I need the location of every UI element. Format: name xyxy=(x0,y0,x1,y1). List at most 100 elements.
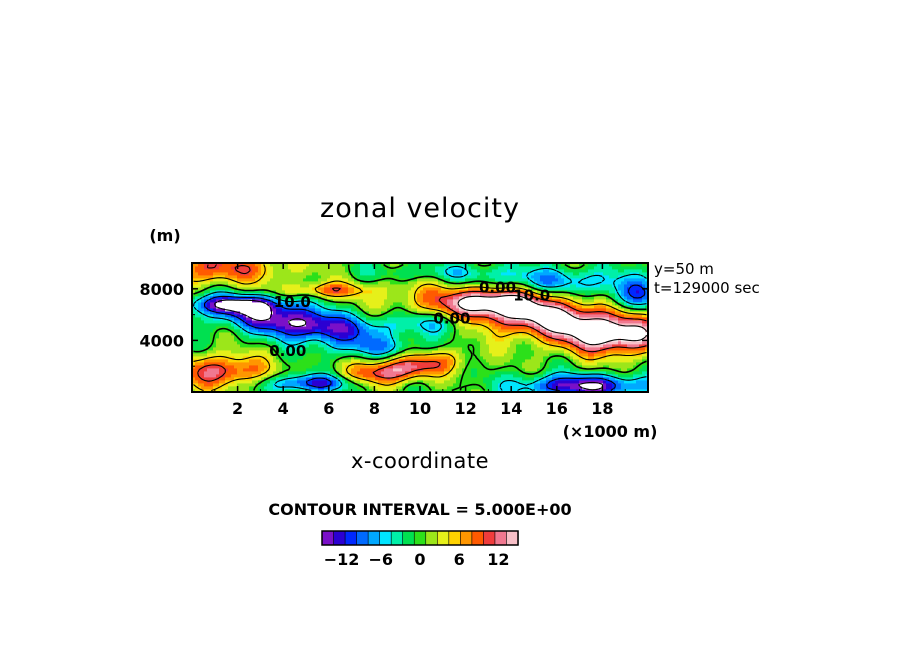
heatmap-cell xyxy=(621,377,625,381)
heatmap-cell xyxy=(540,320,544,324)
heatmap-cell xyxy=(273,305,277,309)
heatmap-cell xyxy=(492,374,496,378)
heatmap-cell xyxy=(492,383,496,387)
heatmap-cell xyxy=(366,353,370,357)
heatmap-cell xyxy=(582,368,586,372)
heatmap-cell xyxy=(285,323,289,327)
heatmap-cell xyxy=(309,296,313,300)
heatmap-cell xyxy=(243,371,247,375)
heatmap-cell xyxy=(528,308,532,312)
heatmap-cell xyxy=(627,356,631,360)
heatmap-cell xyxy=(279,338,283,342)
heatmap-cell xyxy=(273,293,277,297)
heatmap-cell xyxy=(273,386,277,390)
heatmap-cell xyxy=(627,341,631,345)
heatmap-cell xyxy=(432,347,436,351)
heatmap-cell xyxy=(594,332,598,336)
heatmap-cell xyxy=(279,320,283,324)
heatmap-cell xyxy=(504,320,508,324)
heatmap-cell xyxy=(291,323,295,327)
heatmap-cell xyxy=(591,308,595,312)
heatmap-cell xyxy=(600,326,604,330)
heatmap-cell xyxy=(312,326,316,330)
heatmap-cell xyxy=(273,329,277,333)
heatmap-cell xyxy=(543,305,547,309)
heatmap-cell xyxy=(531,296,535,300)
heatmap-cell xyxy=(378,320,382,324)
heatmap-cell xyxy=(237,335,241,339)
heatmap-cell xyxy=(273,341,277,345)
heatmap-cell xyxy=(645,302,649,306)
heatmap-cell xyxy=(351,317,355,321)
heatmap-cell xyxy=(228,311,232,315)
heatmap-cell xyxy=(219,341,223,345)
heatmap-cell xyxy=(366,320,370,324)
heatmap-cell xyxy=(630,314,634,318)
heatmap-cell xyxy=(588,326,592,330)
heatmap-cell xyxy=(549,359,553,363)
heatmap-cell xyxy=(573,299,577,303)
heatmap-cell xyxy=(444,371,448,375)
heatmap-cell xyxy=(582,380,586,384)
heatmap-cell xyxy=(609,317,613,321)
heatmap-cell xyxy=(213,293,217,297)
heatmap-cell xyxy=(513,371,517,375)
heatmap-cell xyxy=(645,374,649,378)
heatmap-cell xyxy=(273,371,277,375)
heatmap-cell xyxy=(330,362,334,366)
heatmap-cell xyxy=(372,365,376,369)
heatmap-cell xyxy=(297,368,301,372)
heatmap-cell xyxy=(465,326,469,330)
heatmap-cell xyxy=(627,368,631,372)
heatmap-cell xyxy=(414,368,418,372)
heatmap-cell xyxy=(534,305,538,309)
heatmap-cell xyxy=(564,344,568,348)
heatmap-cell xyxy=(396,320,400,324)
heatmap-cell xyxy=(414,386,418,390)
heatmap-cell xyxy=(456,326,460,330)
heatmap-cell xyxy=(639,332,643,336)
heatmap-cell xyxy=(585,365,589,369)
heatmap-cell xyxy=(552,359,556,363)
heatmap-cell xyxy=(567,311,571,315)
heatmap-cell xyxy=(582,332,586,336)
heatmap-cell xyxy=(429,296,433,300)
heatmap-cell xyxy=(480,359,484,363)
heatmap-cell xyxy=(315,389,319,393)
heatmap-cell xyxy=(519,356,523,360)
heatmap-cell xyxy=(405,299,409,303)
heatmap-cell xyxy=(549,323,553,327)
heatmap-cell xyxy=(489,356,493,360)
heatmap-cell xyxy=(264,353,268,357)
heatmap-cell xyxy=(435,311,439,315)
heatmap-cell xyxy=(405,320,409,324)
heatmap-cell xyxy=(444,389,448,393)
heatmap-cell xyxy=(285,311,289,315)
heatmap-cell xyxy=(642,365,646,369)
heatmap-cell xyxy=(273,317,277,321)
heatmap-cell xyxy=(447,302,451,306)
heatmap-cell xyxy=(627,296,631,300)
heatmap-cell xyxy=(570,368,574,372)
heatmap-cell xyxy=(360,347,364,351)
heatmap-cell xyxy=(294,347,298,351)
heatmap-cell xyxy=(624,329,628,333)
heatmap-cell xyxy=(381,344,385,348)
heatmap-cell xyxy=(546,332,550,336)
heatmap-cell xyxy=(255,314,259,318)
heatmap-cell xyxy=(600,308,604,312)
heatmap-cell xyxy=(450,374,454,378)
heatmap-cell xyxy=(462,293,466,297)
heatmap-cell xyxy=(609,335,613,339)
heatmap-cell xyxy=(297,350,301,354)
heatmap-cell xyxy=(222,344,226,348)
heatmap-cell xyxy=(441,332,445,336)
heatmap-cell xyxy=(609,314,613,318)
heatmap-cell xyxy=(561,311,565,315)
heatmap-cell xyxy=(279,317,283,321)
heatmap-cell xyxy=(510,326,514,330)
heatmap-cell xyxy=(333,332,337,336)
heatmap-cell xyxy=(255,332,259,336)
heatmap-cell xyxy=(576,332,580,336)
heatmap-cell xyxy=(576,359,580,363)
